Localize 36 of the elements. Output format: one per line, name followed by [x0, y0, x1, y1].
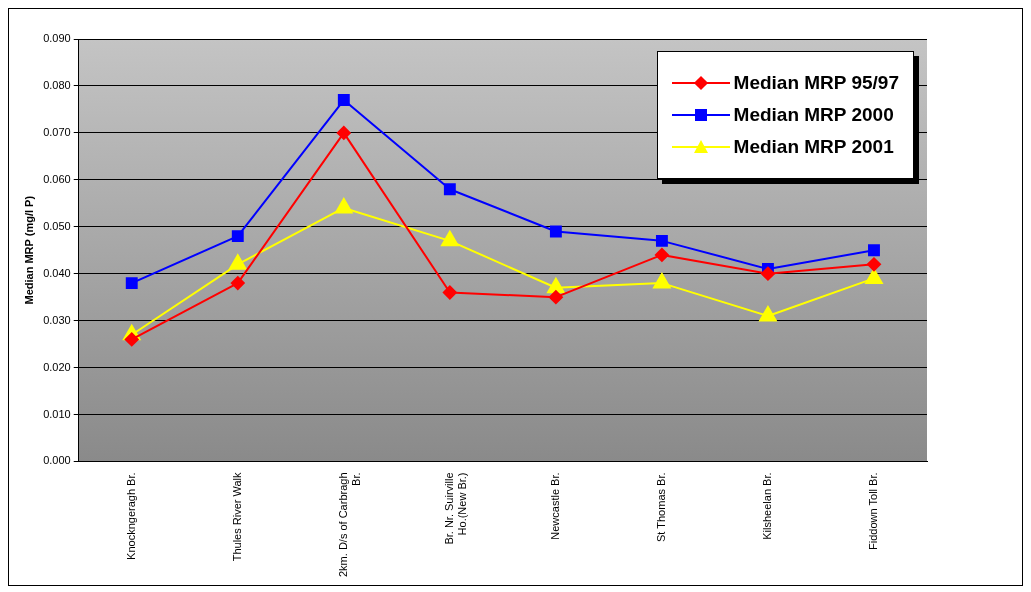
point	[125, 277, 138, 290]
point	[548, 290, 563, 305]
y-tick-label: 0.050	[43, 219, 71, 232]
point	[760, 266, 775, 281]
y-tick-label: 0.020	[43, 360, 71, 373]
point	[655, 234, 668, 247]
legend-label: Median MRP 95/97	[733, 72, 899, 94]
legend-label: Median MRP 2000	[733, 104, 894, 126]
x-tick-label: Br. Nr. Suirville Ho.(New Br.)	[442, 472, 469, 545]
y-tick-label: 0.040	[43, 266, 71, 279]
y-tick-label: 0.000	[43, 454, 71, 467]
x-tick-label: Newcastle Br.	[548, 472, 561, 540]
point	[336, 125, 351, 140]
point	[868, 244, 880, 257]
x-tick-label: Kilsheelan Br.	[760, 472, 773, 540]
point	[549, 225, 562, 238]
legend-label: Median MRP 2001	[733, 136, 894, 158]
point	[443, 183, 456, 196]
point	[231, 230, 244, 243]
point	[337, 94, 350, 106]
x-tick-label: Knockngeragh Br.	[124, 472, 137, 560]
point	[866, 257, 881, 272]
point	[654, 247, 669, 262]
x-tick-label: 2km. D/s of Carbragh Br.	[336, 472, 363, 578]
y-tick-label: 0.010	[43, 407, 71, 420]
point	[442, 285, 457, 300]
y-tick-label: 0.060	[43, 172, 71, 185]
y-axis-title: Median MRP (mg/l P)	[22, 195, 35, 305]
x-tick-label: Fiddown Toll Br.	[867, 472, 880, 550]
y-tick-label: 0.080	[43, 78, 71, 91]
point	[230, 276, 245, 291]
y-tick-label: 0.090	[43, 32, 71, 45]
y-tick-label: 0.070	[43, 125, 71, 138]
y-tick-label: 0.030	[43, 313, 71, 326]
x-tick-label: Thules River Walk	[230, 471, 243, 562]
x-tick-label: St Thomas Br.	[654, 472, 667, 542]
